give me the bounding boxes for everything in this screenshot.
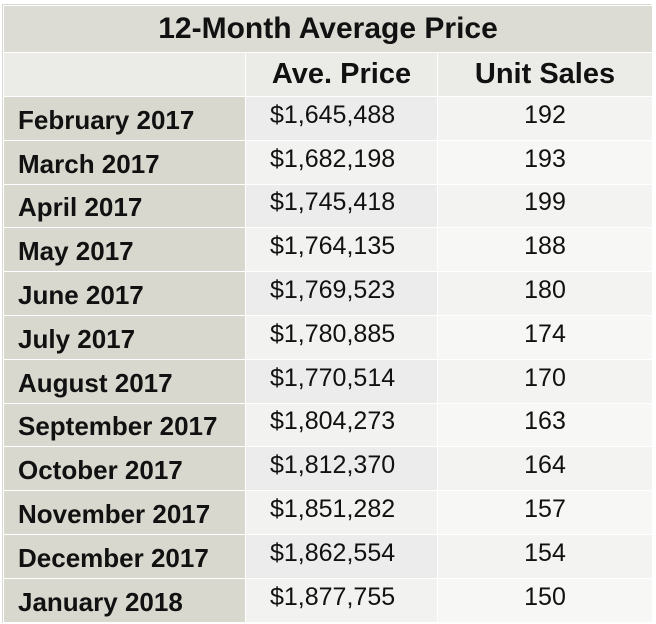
price-cell: $1,745,418 bbox=[245, 183, 438, 229]
units-cell: 163 bbox=[436, 402, 654, 448]
month-cell: November 2017 bbox=[3, 490, 246, 535]
month-cell: March 2017 bbox=[3, 139, 246, 185]
month-cell: December 2017 bbox=[3, 533, 246, 579]
average-price-table: 12-Month Average Price Ave. Price Unit S… bbox=[2, 5, 654, 623]
month-column-header bbox=[3, 52, 246, 97]
table-row: August 2017 $1,770,514 170 bbox=[3, 358, 654, 404]
table-row: September 2017 $1,804,273 163 bbox=[3, 402, 654, 448]
table-row: July 2017 $1,780,885 174 bbox=[3, 314, 654, 360]
table-row: October 2017 $1,812,370 164 bbox=[3, 446, 654, 492]
units-cell: 164 bbox=[436, 446, 654, 492]
column-header-row: Ave. Price Unit Sales bbox=[3, 52, 654, 97]
price-cell: $1,682,198 bbox=[245, 139, 438, 185]
month-cell: October 2017 bbox=[3, 446, 246, 492]
price-cell: $1,862,554 bbox=[245, 533, 438, 579]
units-cell: 193 bbox=[436, 139, 654, 185]
month-cell: June 2017 bbox=[3, 271, 246, 316]
units-cell: 170 bbox=[436, 358, 654, 404]
price-cell: $1,877,755 bbox=[245, 577, 438, 623]
price-table-container: 12-Month Average Price Ave. Price Unit S… bbox=[2, 4, 654, 623]
unit-sales-column-header: Unit Sales bbox=[436, 52, 654, 97]
month-cell: July 2017 bbox=[3, 314, 246, 360]
price-cell: $1,770,514 bbox=[245, 358, 438, 404]
table-title: 12-Month Average Price bbox=[2, 5, 654, 53]
month-cell: May 2017 bbox=[3, 227, 246, 273]
units-cell: 174 bbox=[436, 314, 654, 360]
units-cell: 188 bbox=[436, 227, 654, 273]
units-cell: 157 bbox=[436, 490, 654, 535]
price-cell: $1,851,282 bbox=[245, 490, 438, 535]
price-cell: $1,804,273 bbox=[245, 402, 438, 448]
price-cell: $1,780,885 bbox=[245, 314, 438, 360]
units-cell: 154 bbox=[436, 533, 654, 579]
month-cell: September 2017 bbox=[3, 402, 246, 448]
table-row: March 2017 $1,682,198 193 bbox=[3, 139, 654, 185]
units-cell: 150 bbox=[436, 577, 654, 623]
table-row: January 2018 $1,877,755 150 bbox=[3, 577, 654, 623]
units-cell: 199 bbox=[436, 183, 654, 229]
price-cell: $1,812,370 bbox=[245, 446, 438, 492]
units-cell: 192 bbox=[436, 96, 654, 141]
month-cell: August 2017 bbox=[3, 358, 246, 404]
price-cell: $1,645,488 bbox=[245, 96, 438, 141]
table-row: February 2017 $1,645,488 192 bbox=[3, 96, 654, 141]
price-cell: $1,764,135 bbox=[245, 227, 438, 273]
month-cell: January 2018 bbox=[3, 577, 246, 623]
table-title-row: 12-Month Average Price bbox=[2, 5, 654, 53]
month-cell: February 2017 bbox=[3, 96, 246, 141]
table-row: May 2017 $1,764,135 188 bbox=[3, 227, 654, 273]
table-row: June 2017 $1,769,523 180 bbox=[3, 271, 654, 316]
table-row: April 2017 $1,745,418 199 bbox=[3, 183, 654, 229]
table-row: November 2017 $1,851,282 157 bbox=[3, 490, 654, 535]
units-cell: 180 bbox=[436, 271, 654, 316]
month-cell: April 2017 bbox=[3, 183, 246, 229]
price-cell: $1,769,523 bbox=[245, 271, 438, 316]
table-body: February 2017 $1,645,488 192 March 2017 $1,6… bbox=[3, 96, 654, 623]
table-row: December 2017 $1,862,554 154 bbox=[3, 533, 654, 579]
ave-price-column-header: Ave. Price bbox=[245, 52, 438, 97]
